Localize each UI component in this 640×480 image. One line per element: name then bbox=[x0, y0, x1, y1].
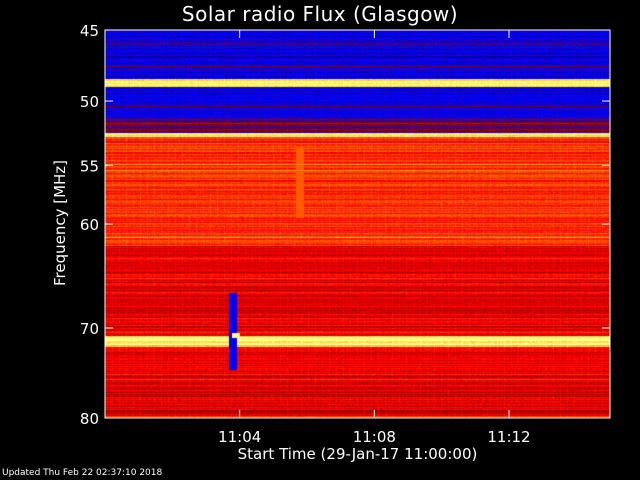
chart-title: Solar radio Flux (Glasgow) bbox=[181, 2, 459, 26]
x-tick-label: 11:04 bbox=[218, 428, 261, 446]
x-tick-label: 11:12 bbox=[487, 428, 530, 446]
y-tick-label: 80 bbox=[80, 410, 99, 428]
y-tick-label: 60 bbox=[80, 216, 99, 234]
plot-frame bbox=[104, 29, 611, 419]
y-tick-label: 55 bbox=[80, 157, 99, 175]
y-tick-label: 70 bbox=[80, 320, 99, 338]
x-axis-label: Start Time (29-Jan-17 11:00:00) bbox=[237, 445, 478, 463]
y-tick-label: 50 bbox=[80, 93, 99, 111]
updated-timestamp: Updated Thu Feb 22 02:37:10 2018 bbox=[2, 468, 163, 478]
x-axis-ticks: 11:04 11:08 11:12 bbox=[218, 30, 531, 446]
y-tick-label: 45 bbox=[80, 22, 99, 40]
x-tick-label: 11:08 bbox=[353, 428, 396, 446]
y-axis-ticks: 45 50 55 60 70 80 bbox=[80, 22, 610, 428]
y-axis-label: Frequency [MHz] bbox=[51, 159, 69, 287]
